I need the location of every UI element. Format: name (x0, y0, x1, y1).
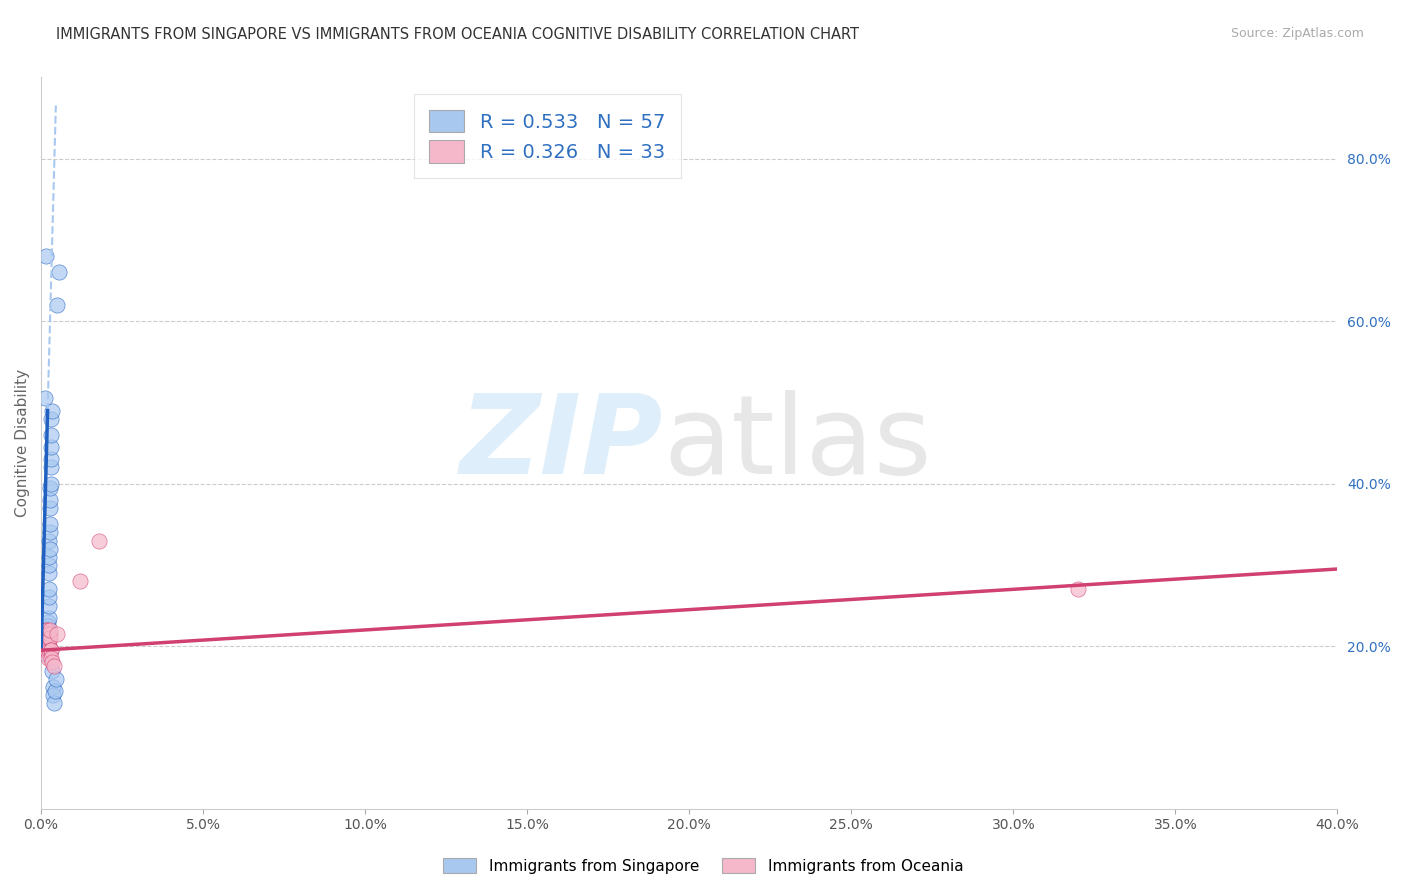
Point (37, 627, 59, 641)
Point (37, 615, 59, 629)
Point (37, 643, 59, 657)
Point (35, 635, 58, 649)
Point (46, 298, 69, 312)
Point (37, 639, 59, 653)
Point (39, 492, 62, 507)
Point (38, 558, 60, 572)
Point (34, 648, 56, 662)
Legend: Immigrants from Singapore, Immigrants from Oceania: Immigrants from Singapore, Immigrants fr… (437, 852, 969, 880)
Point (38, 639, 60, 653)
Point (35, 627, 58, 641)
Point (35, 627, 58, 641)
Point (39, 428, 62, 442)
Point (39, 460, 62, 475)
Point (35, 623, 58, 637)
Point (35, 643, 58, 657)
Point (37, 623, 59, 637)
Point (34, 643, 56, 657)
Point (37, 631, 59, 645)
Point (38, 631, 60, 645)
Point (34, 635, 56, 649)
Point (41, 651, 63, 665)
Point (39, 643, 62, 657)
Text: ZIP: ZIP (460, 390, 664, 497)
Point (35, 631, 58, 645)
Point (35, 639, 58, 653)
Point (38, 533, 60, 548)
Point (39, 643, 62, 657)
Point (34, 631, 56, 645)
Point (41, 411, 63, 425)
Text: Source: ZipAtlas.com: Source: ZipAtlas.com (1230, 27, 1364, 40)
Point (45, 672, 67, 686)
Point (41, 664, 63, 678)
Point (41, 656, 63, 670)
Point (34, 392, 56, 406)
Text: atlas: atlas (664, 390, 932, 497)
Point (35, 643, 58, 657)
Point (34, 623, 56, 637)
Point (35, 631, 58, 645)
Point (42, 688, 65, 702)
Point (35, 639, 58, 653)
Point (38, 517, 60, 532)
Point (34, 643, 56, 657)
Point (1067, 582, 1090, 597)
Point (37, 619, 59, 633)
Point (34, 643, 56, 657)
Point (42, 659, 65, 673)
Point (39, 481, 62, 495)
Point (37, 627, 59, 641)
Point (32, 631, 55, 645)
Point (38, 643, 60, 657)
Point (39, 452, 62, 467)
Legend: R = 0.533   N = 57, R = 0.326   N = 33: R = 0.533 N = 57, R = 0.326 N = 33 (413, 95, 681, 178)
Point (34, 639, 56, 653)
Y-axis label: Cognitive Disability: Cognitive Disability (15, 369, 30, 517)
Point (38, 566, 60, 580)
Point (37, 639, 59, 653)
Point (37, 623, 59, 637)
Point (37, 623, 59, 637)
Point (89, 533, 111, 548)
Point (38, 627, 60, 641)
Point (69, 574, 91, 589)
Text: IMMIGRANTS FROM SINGAPORE VS IMMIGRANTS FROM OCEANIA COGNITIVE DISABILITY CORREL: IMMIGRANTS FROM SINGAPORE VS IMMIGRANTS … (56, 27, 859, 42)
Point (37, 627, 59, 641)
Point (41, 403, 63, 417)
Point (38, 631, 60, 645)
Point (38, 591, 60, 605)
Point (38, 582, 60, 597)
Point (35, 631, 58, 645)
Point (37, 635, 59, 649)
Point (38, 611, 60, 625)
Point (38, 501, 60, 516)
Point (42, 696, 65, 710)
Point (42, 680, 65, 694)
Point (34, 627, 56, 641)
Point (39, 623, 62, 637)
Point (48, 265, 70, 279)
Point (34, 627, 56, 641)
Point (35, 623, 58, 637)
Point (39, 440, 62, 454)
Point (38, 549, 60, 564)
Point (38, 599, 60, 613)
Point (44, 684, 66, 698)
Point (35, 643, 58, 657)
Point (38, 541, 60, 556)
Point (37, 635, 59, 649)
Point (39, 476, 62, 491)
Point (37, 651, 59, 665)
Point (46, 627, 69, 641)
Point (35, 635, 58, 649)
Point (35, 249, 58, 263)
Point (35, 635, 58, 649)
Point (34, 631, 56, 645)
Point (38, 525, 60, 540)
Point (34, 639, 56, 653)
Point (32, 627, 55, 641)
